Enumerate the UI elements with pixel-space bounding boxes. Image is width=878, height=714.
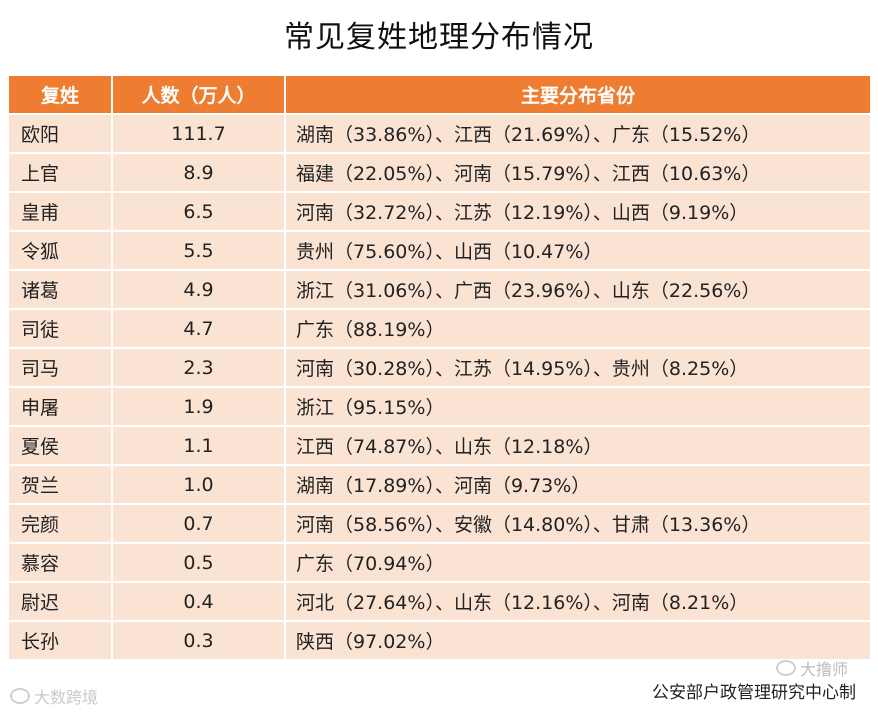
table-header: 复姓 人数（万人） 主要分布省份 [9,76,870,113]
table-row: 申屠 1.9 浙江（95.15%） [9,388,870,425]
source-note: 公安部户政管理研究中心制 [652,683,856,703]
table-body: 欧阳 111.7 湖南（33.86%）、江西（21.69%）、广东（15.52%） … [9,115,870,659]
provinces-cell: 广东（88.19%） [286,310,870,347]
population-cell: 1.0 [113,466,286,503]
surname-cell: 令狐 [9,232,113,269]
population-cell: 6.5 [113,193,286,230]
surname-cell: 诸葛 [9,271,113,308]
table-row: 司马 2.3 河南（30.28%）、江苏（14.95%）、贵州（8.25%） [9,349,870,386]
table-row: 上官 8.9 福建（22.05%）、河南（15.79%）、江西（10.63%） [9,154,870,191]
table-row: 尉迟 0.4 河北（27.64%）、山东（12.16%）、河南（8.21%） [9,583,870,620]
population-cell: 111.7 [113,115,286,152]
table-row: 长孙 0.3 陕西（97.02%） [9,622,870,659]
provinces-cell: 河北（27.64%）、山东（12.16%）、河南（8.21%） [286,583,870,620]
surname-cell: 欧阳 [9,115,113,152]
provinces-cell: 湖南（17.89%）、河南（9.73%） [286,466,870,503]
population-cell: 0.3 [113,622,286,659]
header-population: 人数（万人） [113,76,286,113]
table-row: 令狐 5.5 贵州（75.60%）、山西（10.47%） [9,232,870,269]
provinces-cell: 浙江（95.15%） [286,388,870,425]
header-surname: 复姓 [9,76,113,113]
provinces-cell: 广东（70.94%） [286,544,870,581]
population-cell: 5.5 [113,232,286,269]
logo-icon [10,688,30,704]
population-cell: 1.9 [113,388,286,425]
population-cell: 0.5 [113,544,286,581]
table-row: 司徒 4.7 广东（88.19%） [9,310,870,347]
surname-cell: 尉迟 [9,583,113,620]
table-row: 皇甫 6.5 河南（32.72%）、江苏（12.19%）、山西（9.19%） [9,193,870,230]
watermark-right: 大撸师 [775,656,848,680]
population-cell: 2.3 [113,349,286,386]
provinces-cell: 贵州（75.60%）、山西（10.47%） [286,232,870,269]
watermark-right-text: 大撸师 [799,660,848,679]
watermark-left: 大数跨境 [10,684,98,708]
population-cell: 4.9 [113,271,286,308]
table-row: 慕容 0.5 广东（70.94%） [9,544,870,581]
surname-cell: 上官 [9,154,113,191]
provinces-cell: 河南（32.72%）、江苏（12.19%）、山西（9.19%） [286,193,870,230]
provinces-cell: 陕西（97.02%） [286,622,870,659]
provinces-cell: 福建（22.05%）、河南（15.79%）、江西（10.63%） [286,154,870,191]
watermark-left-text: 大数跨境 [34,688,99,707]
surname-cell: 司徒 [9,310,113,347]
surname-cell: 慕容 [9,544,113,581]
population-cell: 1.1 [113,427,286,464]
table-row: 欧阳 111.7 湖南（33.86%）、江西（21.69%）、广东（15.52%） [9,115,870,152]
provinces-cell: 湖南（33.86%）、江西（21.69%）、广东（15.52%） [286,115,870,152]
table-row: 完颜 0.7 河南（58.56%）、安徽（14.80%）、甘肃（13.36%） [9,505,870,542]
provinces-cell: 江西（74.87%）、山东（12.18%） [286,427,870,464]
surname-cell: 完颜 [9,505,113,542]
header-provinces: 主要分布省份 [286,76,870,113]
table-row: 夏侯 1.1 江西（74.87%）、山东（12.18%） [9,427,870,464]
surname-cell: 夏侯 [9,427,113,464]
surname-cell: 申屠 [9,388,113,425]
provinces-cell: 河南（58.56%）、安徽（14.80%）、甘肃（13.36%） [286,505,870,542]
surname-distribution-table: 复姓 人数（万人） 主要分布省份 欧阳 111.7 湖南（33.86%）、江西（21… [9,74,870,661]
page-title: 常见复姓地理分布情况 [284,20,594,55]
surname-cell: 贺兰 [9,466,113,503]
wechat-icon [775,660,796,676]
table-row: 诸葛 4.9 浙江（31.06%）、广西（23.96%）、山东（22.56%） [9,271,870,308]
population-cell: 4.7 [113,310,286,347]
table-row: 贺兰 1.0 湖南（17.89%）、河南（9.73%） [9,466,870,503]
surname-cell: 长孙 [9,622,113,659]
provinces-cell: 浙江（31.06%）、广西（23.96%）、山东（22.56%） [286,271,870,308]
surname-cell: 皇甫 [9,193,113,230]
population-cell: 0.4 [113,583,286,620]
surname-cell: 司马 [9,349,113,386]
population-cell: 0.7 [113,505,286,542]
provinces-cell: 河南（30.28%）、江苏（14.95%）、贵州（8.25%） [286,349,870,386]
population-cell: 8.9 [113,154,286,191]
